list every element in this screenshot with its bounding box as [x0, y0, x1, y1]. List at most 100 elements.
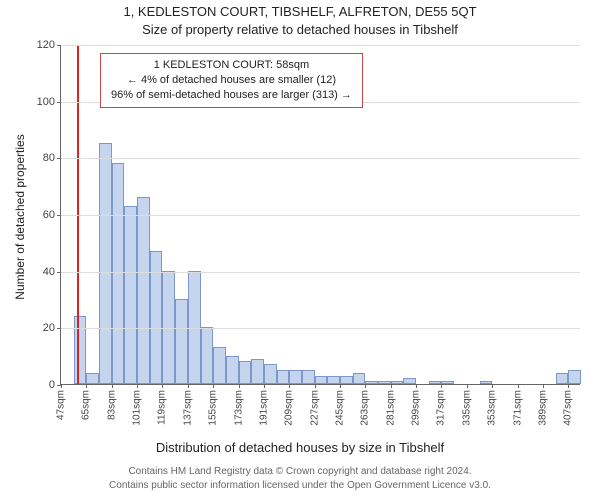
info-line-1: 1 KEDLESTON COURT: 58sqm: [111, 58, 352, 73]
x-tick-mark: [467, 384, 468, 388]
info-line-3: 96% of semi-detached houses are larger (…: [111, 88, 352, 103]
x-tick-label: 209sqm: [284, 390, 295, 426]
histogram-bar: [201, 327, 214, 384]
histogram-bar: [378, 381, 391, 384]
chart-title-line1: 1, KEDLESTON COURT, TIBSHELF, ALFRETON, …: [0, 4, 600, 19]
x-tick-mark: [264, 384, 265, 388]
histogram-bar: [327, 376, 340, 385]
y-gridline: [61, 272, 580, 273]
x-tick-label: 389sqm: [537, 390, 548, 426]
histogram-bar: [213, 347, 226, 384]
histogram-bar: [403, 378, 416, 384]
x-tick-label: 335sqm: [461, 390, 472, 426]
x-tick-label: 227sqm: [309, 390, 320, 426]
x-tick-label: 299sqm: [411, 390, 422, 426]
x-tick-mark: [162, 384, 163, 388]
x-tick-label: 65sqm: [81, 390, 92, 420]
x-tick-label: 173sqm: [233, 390, 244, 426]
x-tick-mark: [61, 384, 62, 388]
histogram-bar: [429, 381, 442, 384]
histogram-bar: [112, 163, 125, 384]
x-tick-mark: [340, 384, 341, 388]
histogram-bar: [315, 376, 328, 385]
chart-container: 1, KEDLESTON COURT, TIBSHELF, ALFRETON, …: [0, 0, 600, 500]
histogram-bar: [391, 381, 404, 384]
histogram-bar: [239, 361, 252, 384]
x-tick-label: 371sqm: [512, 390, 523, 426]
x-tick-mark: [416, 384, 417, 388]
histogram-bar: [175, 299, 188, 384]
x-tick-mark: [112, 384, 113, 388]
x-tick-label: 137sqm: [182, 390, 193, 426]
x-tick-mark: [188, 384, 189, 388]
footer-line-1: Contains HM Land Registry data © Crown c…: [0, 466, 600, 477]
info-box: 1 KEDLESTON COURT: 58sqm ← 4% of detache…: [100, 53, 363, 108]
chart-title-line2: Size of property relative to detached ho…: [0, 22, 600, 37]
histogram-bar: [277, 370, 290, 384]
y-gridline: [61, 158, 580, 159]
x-tick-label: 281sqm: [385, 390, 396, 426]
y-tick-label: 100: [37, 96, 55, 108]
x-tick-label: 245sqm: [335, 390, 346, 426]
y-tick-label: 120: [37, 39, 55, 51]
y-gridline: [61, 328, 580, 329]
x-tick-label: 407sqm: [563, 390, 574, 426]
x-tick-mark: [492, 384, 493, 388]
x-tick-mark: [518, 384, 519, 388]
x-tick-mark: [239, 384, 240, 388]
footer-line-2: Contains public sector information licen…: [0, 480, 600, 491]
y-tick-mark: [57, 45, 61, 46]
y-tick-mark: [57, 158, 61, 159]
histogram-bar: [188, 271, 201, 384]
x-tick-mark: [568, 384, 569, 388]
x-tick-mark: [137, 384, 138, 388]
x-tick-mark: [365, 384, 366, 388]
x-axis-label: Distribution of detached houses by size …: [0, 440, 600, 455]
y-tick-label: 60: [43, 209, 55, 221]
y-tick-label: 40: [43, 266, 55, 278]
info-line-2: ← 4% of detached houses are smaller (12): [111, 73, 352, 88]
histogram-bar: [99, 143, 112, 384]
histogram-bar: [441, 381, 454, 384]
y-tick-mark: [57, 215, 61, 216]
histogram-bar: [137, 197, 150, 384]
y-tick-mark: [57, 102, 61, 103]
histogram-bar: [289, 370, 302, 384]
histogram-bar: [568, 370, 581, 384]
y-gridline: [61, 45, 580, 46]
x-tick-mark: [543, 384, 544, 388]
y-axis-label: Number of detached properties: [13, 117, 27, 317]
y-tick-mark: [57, 272, 61, 273]
x-tick-mark: [86, 384, 87, 388]
x-tick-mark: [391, 384, 392, 388]
y-tick-mark: [57, 328, 61, 329]
x-tick-label: 263sqm: [360, 390, 371, 426]
histogram-bar: [124, 206, 137, 385]
histogram-bar: [251, 359, 264, 385]
x-tick-label: 101sqm: [132, 390, 143, 426]
histogram-bar: [302, 370, 315, 384]
y-tick-label: 0: [49, 379, 55, 391]
x-tick-label: 83sqm: [106, 390, 117, 420]
x-tick-mark: [213, 384, 214, 388]
histogram-bar: [353, 373, 366, 384]
histogram-bar: [340, 376, 353, 385]
x-tick-label: 191sqm: [258, 390, 269, 426]
histogram-bar: [86, 373, 99, 384]
x-tick-label: 317sqm: [436, 390, 447, 426]
x-tick-mark: [441, 384, 442, 388]
x-tick-label: 353sqm: [487, 390, 498, 426]
x-tick-mark: [289, 384, 290, 388]
y-tick-label: 80: [43, 152, 55, 164]
histogram-bar: [556, 373, 569, 384]
histogram-bar: [162, 271, 175, 384]
histogram-bar: [365, 381, 378, 384]
x-tick-label: 155sqm: [208, 390, 219, 426]
histogram-bar: [264, 364, 277, 384]
y-gridline: [61, 215, 580, 216]
x-tick-label: 47sqm: [56, 390, 67, 420]
y-tick-label: 20: [43, 322, 55, 334]
x-tick-label: 119sqm: [157, 390, 168, 425]
x-tick-mark: [315, 384, 316, 388]
histogram-bar: [74, 316, 87, 384]
